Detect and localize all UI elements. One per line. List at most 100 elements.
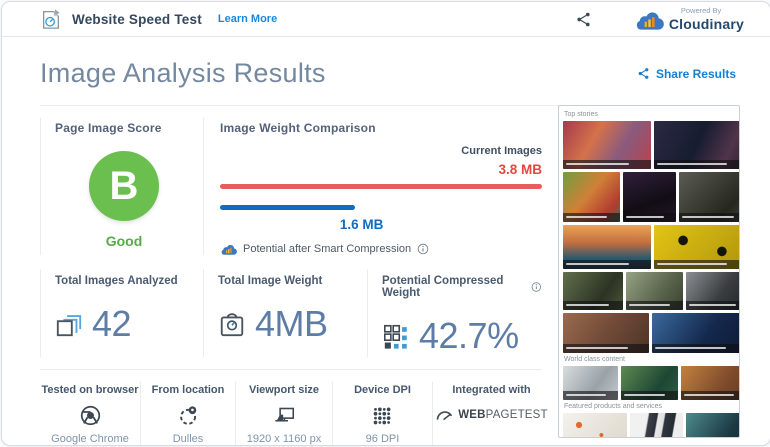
- current-images-label: Current Images: [461, 145, 542, 157]
- preview-tile-caption: [563, 344, 649, 353]
- preview-section-label: World class content: [564, 356, 625, 363]
- speed-test-logo-icon: [43, 9, 60, 29]
- cloudinary-cloud-icon: [221, 244, 237, 255]
- preview-tile-caption: [623, 213, 676, 222]
- weight-scale-icon: [220, 313, 244, 337]
- preview-tile-caption: [626, 301, 683, 310]
- share-icon[interactable]: [575, 11, 592, 28]
- weight-panel-heading: Image Weight Comparison: [220, 121, 376, 135]
- cloudinary-cloud-icon: [636, 11, 664, 30]
- divider: [40, 369, 542, 370]
- stat-value: 42: [92, 303, 132, 344]
- preview-image-tile: [686, 413, 739, 437]
- stat-value: 42.7%: [419, 315, 519, 356]
- preview-tile-caption: [563, 160, 651, 169]
- app-header: Website Speed Test Learn More Powered By…: [2, 2, 770, 37]
- test-info-value: Google Chrome: [51, 433, 129, 445]
- test-info-value: 1920 x 1160 px: [246, 433, 322, 445]
- info-icon[interactable]: [417, 243, 429, 255]
- preview-image-tile: [563, 272, 623, 310]
- webpagetest-rest-text: PAGETEST: [485, 408, 548, 421]
- test-info-label: Device DPI: [354, 384, 411, 396]
- preview-tile-caption: [686, 301, 739, 310]
- viewport-icon: [274, 407, 294, 422]
- preview-tile-caption: [563, 213, 620, 222]
- stat-label: Total Images Analyzed: [55, 275, 178, 287]
- score-panel-heading: Page Image Score: [55, 121, 162, 135]
- test-info-value: Dulles: [172, 433, 204, 445]
- preview-image-tile: [563, 413, 627, 437]
- test-info-integration: Integrated with WEBPAGETEST: [432, 382, 550, 445]
- preview-section-label: Featured products and services: [564, 403, 663, 410]
- divider: [40, 105, 736, 106]
- title-bar: Image Analysis Results Share Results: [2, 37, 770, 105]
- test-info-label: Viewport size: [248, 384, 320, 396]
- score-grade-letter: B: [109, 163, 139, 208]
- webpagetest-logo[interactable]: WEBPAGETEST: [433, 408, 550, 421]
- gauge-icon: [436, 411, 453, 421]
- page-title: Image Analysis Results: [40, 58, 326, 88]
- preview-tile-caption: [563, 260, 651, 269]
- preview-image-tile: [652, 313, 739, 353]
- preview-image-tile: [654, 225, 739, 269]
- preview-tile-caption: [621, 391, 678, 400]
- cloudinary-logo[interactable]: Powered By Cloudinary: [634, 7, 744, 31]
- compressed-weight-value: 1.6 MB: [339, 217, 384, 232]
- preview-image-tile: [679, 172, 739, 222]
- preview-image-tile: [563, 121, 651, 169]
- page-image-score-panel: Page Image Score B Good: [40, 118, 203, 255]
- test-info-dpi: Device DPI 96 DPI: [332, 382, 432, 445]
- share-icon: [638, 68, 649, 79]
- brand-name: Cloudinary: [668, 15, 744, 32]
- images-stack-icon: [56, 315, 82, 337]
- test-info-location: From location Dulles: [140, 382, 235, 445]
- powered-by-label: Powered By: [680, 6, 722, 16]
- preview-tile-caption: [652, 344, 739, 353]
- preview-tile-caption: [654, 260, 739, 269]
- preview-tile-caption: [679, 213, 739, 222]
- image-weight-comparison-panel: Image Weight Comparison Current Images 3…: [203, 118, 542, 255]
- share-results-label: Share Results: [655, 66, 736, 81]
- preview-image-tile: [563, 225, 651, 269]
- preview-section-label: Top stories: [564, 111, 598, 118]
- preview-content: Top stories World class content Featured p…: [563, 111, 739, 437]
- score-grade-label: Good: [105, 233, 143, 249]
- preview-image-tile: [681, 366, 739, 400]
- test-info-browser: Tested on browser Google Chrome: [40, 382, 140, 445]
- location-icon: [179, 406, 196, 425]
- page-screenshot-preview: Top stories World class content Featured p…: [558, 105, 740, 438]
- test-info-label: From location: [151, 384, 225, 396]
- stat-label: Total Image Weight: [218, 275, 323, 287]
- test-info-label: Tested on browser: [41, 384, 139, 396]
- stat-label: Potential Compressed Weight: [382, 275, 504, 299]
- stat-compressed-weight: Potential Compressed Weight: [367, 269, 542, 357]
- info-icon[interactable]: [531, 281, 542, 293]
- share-results-button[interactable]: Share Results: [637, 67, 736, 81]
- score-grade-circle: B: [89, 151, 159, 221]
- test-info-label: Integrated with: [452, 384, 531, 396]
- smart-compression-caption: Potential after Smart Compression: [243, 243, 412, 255]
- preview-image-tile: [563, 313, 649, 353]
- app-title: Website Speed Test: [72, 11, 202, 27]
- preview-image-tile: [630, 413, 683, 437]
- compress-grid-icon: [384, 324, 407, 349]
- test-info-viewport: Viewport size 1920 x 1160 px: [235, 382, 332, 445]
- dpi-icon: [373, 407, 391, 425]
- test-info-value: 96 DPI: [365, 433, 400, 445]
- preview-image-tile: [621, 366, 678, 400]
- preview-image-tile: [686, 272, 739, 310]
- learn-more-link[interactable]: Learn More: [217, 13, 278, 25]
- current-images-value: 3.8 MB: [498, 162, 542, 177]
- stat-value: 4MB: [255, 303, 328, 344]
- preview-image-tile: [623, 172, 676, 222]
- current-weight-bar: [220, 184, 542, 189]
- preview-image-tile: [654, 121, 739, 169]
- chrome-icon: [80, 405, 100, 426]
- preview-image-tile: [563, 172, 620, 222]
- preview-tile-caption: [654, 160, 739, 169]
- preview-tile-caption: [563, 301, 623, 310]
- preview-image-tile: [563, 366, 618, 400]
- preview-tile-caption: [563, 391, 618, 400]
- preview-image-tile: [626, 272, 683, 310]
